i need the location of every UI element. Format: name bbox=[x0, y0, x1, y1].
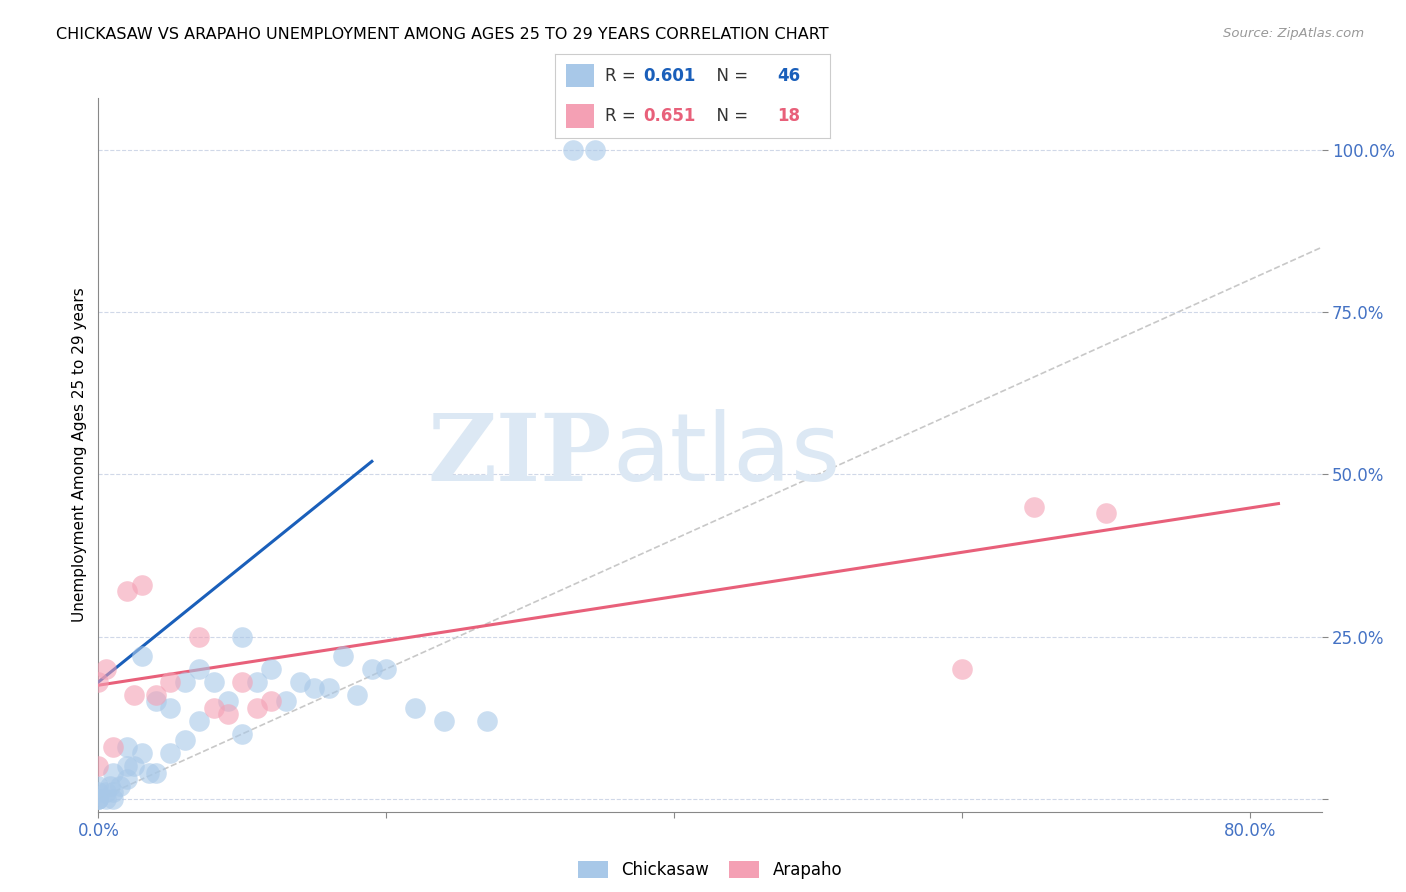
Point bbox=[375, 662, 398, 676]
Point bbox=[145, 688, 167, 702]
Text: R =: R = bbox=[605, 67, 641, 85]
Point bbox=[260, 662, 283, 676]
Point bbox=[562, 143, 585, 157]
Text: ZIP: ZIP bbox=[427, 410, 612, 500]
Point bbox=[173, 675, 195, 690]
Point bbox=[304, 681, 326, 696]
Y-axis label: Unemployment Among Ages 25 to 29 years: Unemployment Among Ages 25 to 29 years bbox=[72, 287, 87, 623]
Point bbox=[124, 688, 146, 702]
Point bbox=[188, 662, 211, 676]
Legend: Chickasaw, Arapaho: Chickasaw, Arapaho bbox=[571, 854, 849, 886]
Text: 0.601: 0.601 bbox=[643, 67, 696, 85]
Point bbox=[260, 694, 283, 708]
Text: R =: R = bbox=[605, 107, 641, 125]
Point bbox=[87, 791, 110, 805]
Point bbox=[202, 675, 225, 690]
Point bbox=[131, 747, 153, 761]
Point bbox=[332, 648, 354, 663]
FancyBboxPatch shape bbox=[567, 63, 593, 87]
Point bbox=[145, 765, 167, 780]
Point bbox=[950, 662, 973, 676]
Point bbox=[87, 791, 110, 805]
Text: N =: N = bbox=[706, 67, 754, 85]
Point bbox=[87, 791, 110, 805]
Point bbox=[360, 662, 382, 676]
Text: Source: ZipAtlas.com: Source: ZipAtlas.com bbox=[1223, 27, 1364, 40]
Point bbox=[94, 662, 117, 676]
Point bbox=[101, 785, 124, 799]
Point bbox=[231, 630, 253, 644]
Point bbox=[101, 791, 124, 805]
Text: 18: 18 bbox=[778, 107, 800, 125]
Point bbox=[246, 701, 269, 715]
Point bbox=[231, 675, 253, 690]
Point bbox=[217, 707, 239, 722]
Point bbox=[115, 739, 138, 754]
Point bbox=[138, 765, 160, 780]
Point bbox=[346, 688, 368, 702]
Text: atlas: atlas bbox=[612, 409, 841, 501]
Point bbox=[159, 701, 181, 715]
Point bbox=[98, 779, 121, 793]
Point bbox=[159, 747, 181, 761]
Point bbox=[1022, 500, 1045, 514]
Point bbox=[94, 791, 117, 805]
Point bbox=[94, 785, 117, 799]
Point bbox=[288, 675, 311, 690]
Point bbox=[217, 694, 239, 708]
Point bbox=[87, 785, 110, 799]
Text: CHICKASAW VS ARAPAHO UNEMPLOYMENT AMONG AGES 25 TO 29 YEARS CORRELATION CHART: CHICKASAW VS ARAPAHO UNEMPLOYMENT AMONG … bbox=[56, 27, 830, 42]
Point bbox=[131, 577, 153, 591]
Point bbox=[583, 143, 606, 157]
Text: 0.651: 0.651 bbox=[643, 107, 696, 125]
Point bbox=[202, 701, 225, 715]
Point bbox=[115, 772, 138, 787]
Point bbox=[101, 765, 124, 780]
Point bbox=[87, 759, 110, 773]
Point bbox=[131, 648, 153, 663]
Point bbox=[404, 701, 426, 715]
Point bbox=[124, 759, 146, 773]
Point bbox=[101, 739, 124, 754]
Point bbox=[115, 584, 138, 599]
Point bbox=[1094, 506, 1116, 520]
Point bbox=[87, 675, 110, 690]
Text: 46: 46 bbox=[778, 67, 800, 85]
Point bbox=[231, 727, 253, 741]
Point bbox=[188, 714, 211, 728]
Point bbox=[318, 681, 340, 696]
Point bbox=[274, 694, 297, 708]
Point bbox=[115, 759, 138, 773]
Point bbox=[433, 714, 456, 728]
Point bbox=[173, 733, 195, 747]
Text: N =: N = bbox=[706, 107, 754, 125]
Point bbox=[188, 630, 211, 644]
FancyBboxPatch shape bbox=[567, 104, 593, 128]
Point bbox=[87, 779, 110, 793]
Point bbox=[108, 779, 131, 793]
Point bbox=[475, 714, 498, 728]
Point bbox=[159, 675, 181, 690]
Point bbox=[246, 675, 269, 690]
Point bbox=[145, 694, 167, 708]
